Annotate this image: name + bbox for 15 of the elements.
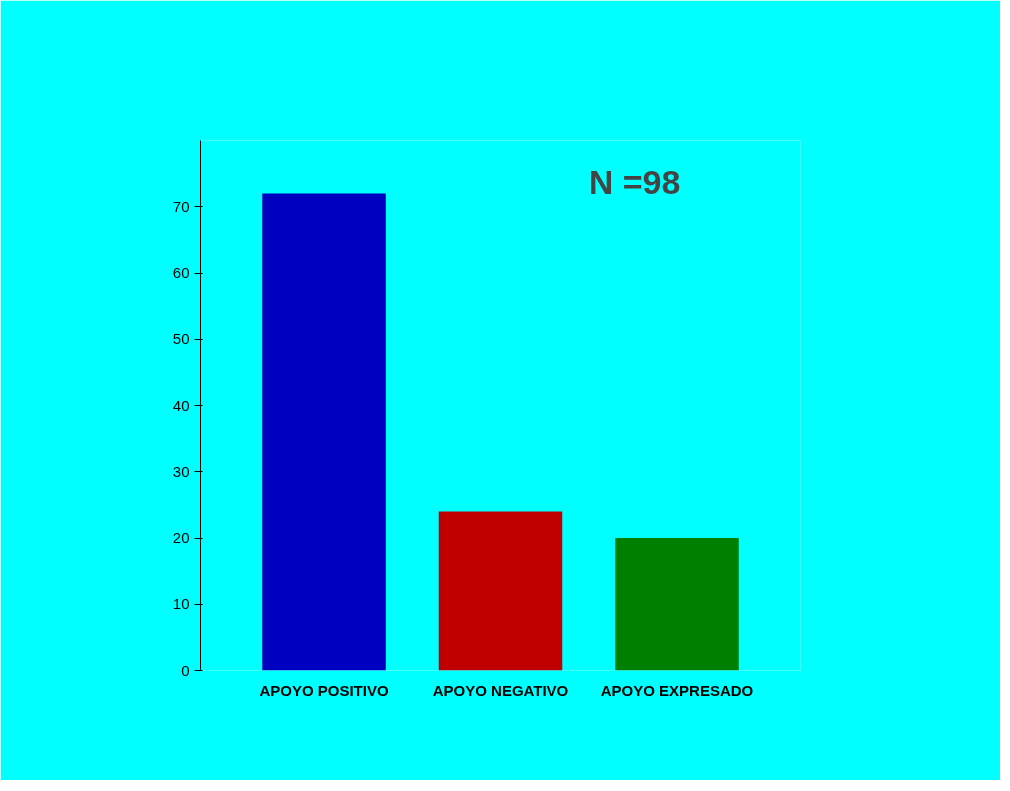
annotation: N =98 <box>588 162 681 201</box>
bar <box>262 193 386 671</box>
y-tick-label: 10 <box>172 595 190 613</box>
y-tick-label: 40 <box>172 396 190 414</box>
x-tick-label: APOYO NEGATIVO <box>432 681 569 699</box>
y-tick-label: 50 <box>172 330 190 348</box>
bar <box>615 538 739 671</box>
x-tick-label: APOYO EXPRESADO <box>600 681 754 699</box>
y-tick-label: 20 <box>172 529 190 546</box>
y-tick-label: 60 <box>172 264 190 281</box>
y-tick-label: 30 <box>172 462 190 480</box>
y-tick-label: 0 <box>181 661 190 679</box>
x-tick-label: APOYO POSITIVO <box>259 681 389 699</box>
bar <box>438 511 563 671</box>
y-tick-label: 70 <box>172 197 190 215</box>
